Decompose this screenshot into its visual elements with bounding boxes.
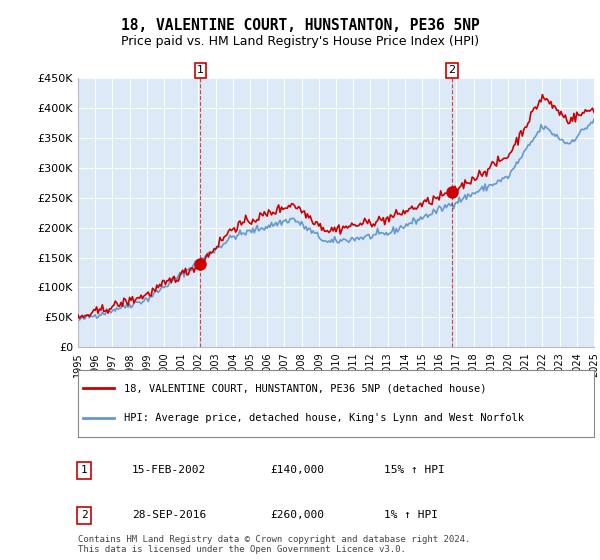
Text: 1% ↑ HPI: 1% ↑ HPI	[384, 510, 438, 520]
Text: 18, VALENTINE COURT, HUNSTANTON, PE36 5NP: 18, VALENTINE COURT, HUNSTANTON, PE36 5N…	[121, 18, 479, 32]
Text: 1: 1	[80, 465, 88, 475]
Text: 15% ↑ HPI: 15% ↑ HPI	[384, 465, 445, 475]
Text: 2: 2	[80, 510, 88, 520]
Text: 2: 2	[449, 66, 455, 76]
Text: 15-FEB-2002: 15-FEB-2002	[132, 465, 206, 475]
Text: Contains HM Land Registry data © Crown copyright and database right 2024.
This d: Contains HM Land Registry data © Crown c…	[78, 535, 470, 554]
Text: £260,000: £260,000	[270, 510, 324, 520]
Text: 28-SEP-2016: 28-SEP-2016	[132, 510, 206, 520]
Text: 18, VALENTINE COURT, HUNSTANTON, PE36 5NP (detached house): 18, VALENTINE COURT, HUNSTANTON, PE36 5N…	[124, 384, 487, 394]
Text: Price paid vs. HM Land Registry's House Price Index (HPI): Price paid vs. HM Land Registry's House …	[121, 35, 479, 49]
Text: £140,000: £140,000	[270, 465, 324, 475]
Text: 1: 1	[197, 66, 204, 76]
Text: HPI: Average price, detached house, King's Lynn and West Norfolk: HPI: Average price, detached house, King…	[124, 413, 524, 423]
